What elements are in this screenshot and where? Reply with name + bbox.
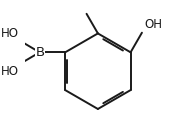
Text: OH: OH (144, 18, 162, 31)
Text: B: B (35, 46, 45, 59)
Text: HO: HO (1, 65, 19, 78)
Text: HO: HO (1, 27, 19, 40)
